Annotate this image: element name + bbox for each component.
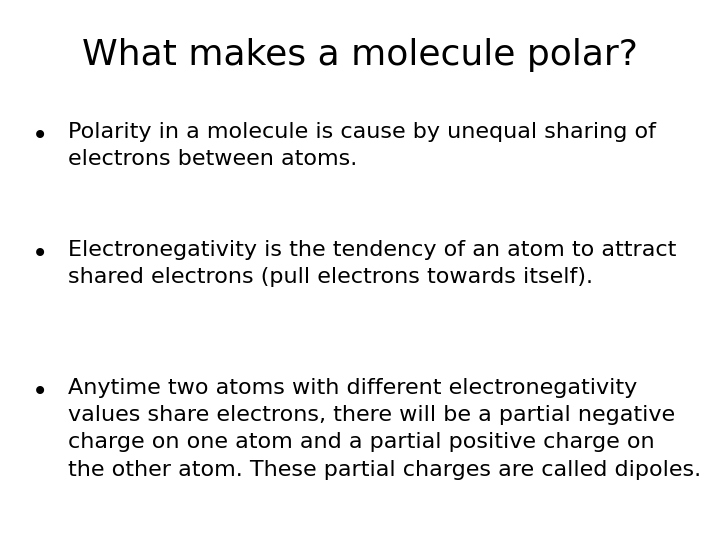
Text: •: •	[32, 240, 48, 268]
Text: •: •	[32, 378, 48, 406]
Text: Anytime two atoms with different electronegativity
values share electrons, there: Anytime two atoms with different electro…	[68, 378, 701, 480]
Text: •: •	[32, 122, 48, 150]
Text: What makes a molecule polar?: What makes a molecule polar?	[82, 38, 638, 72]
Text: Electronegativity is the tendency of an atom to attract
shared electrons (pull e: Electronegativity is the tendency of an …	[68, 240, 677, 287]
Text: Polarity in a molecule is cause by unequal sharing of
electrons between atoms.: Polarity in a molecule is cause by unequ…	[68, 122, 657, 168]
